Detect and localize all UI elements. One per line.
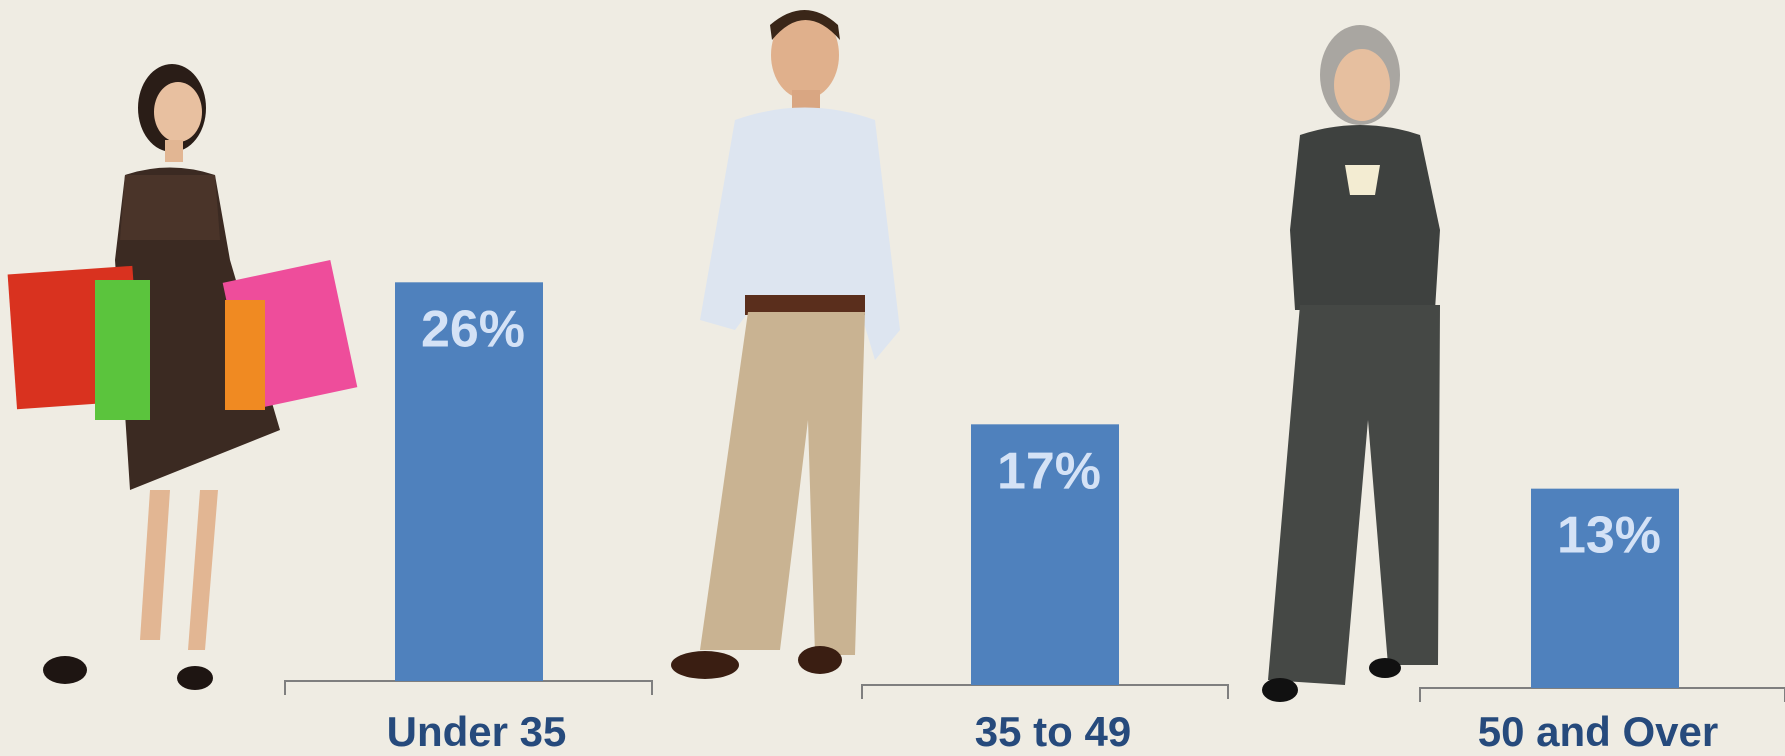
category-label: Under 35 (387, 708, 567, 755)
category-label: 35 to 49 (975, 708, 1131, 755)
value-label: 13% (1557, 507, 1661, 565)
bar (971, 424, 1119, 685)
category-label: 50 and Over (1478, 708, 1718, 755)
person-young-woman (7, 64, 358, 690)
bar (1531, 488, 1679, 688)
person-mature-woman (1262, 25, 1440, 702)
person-man (671, 10, 900, 679)
bar (395, 282, 543, 681)
value-label: 17% (997, 442, 1101, 500)
value-label: 26% (421, 300, 525, 358)
